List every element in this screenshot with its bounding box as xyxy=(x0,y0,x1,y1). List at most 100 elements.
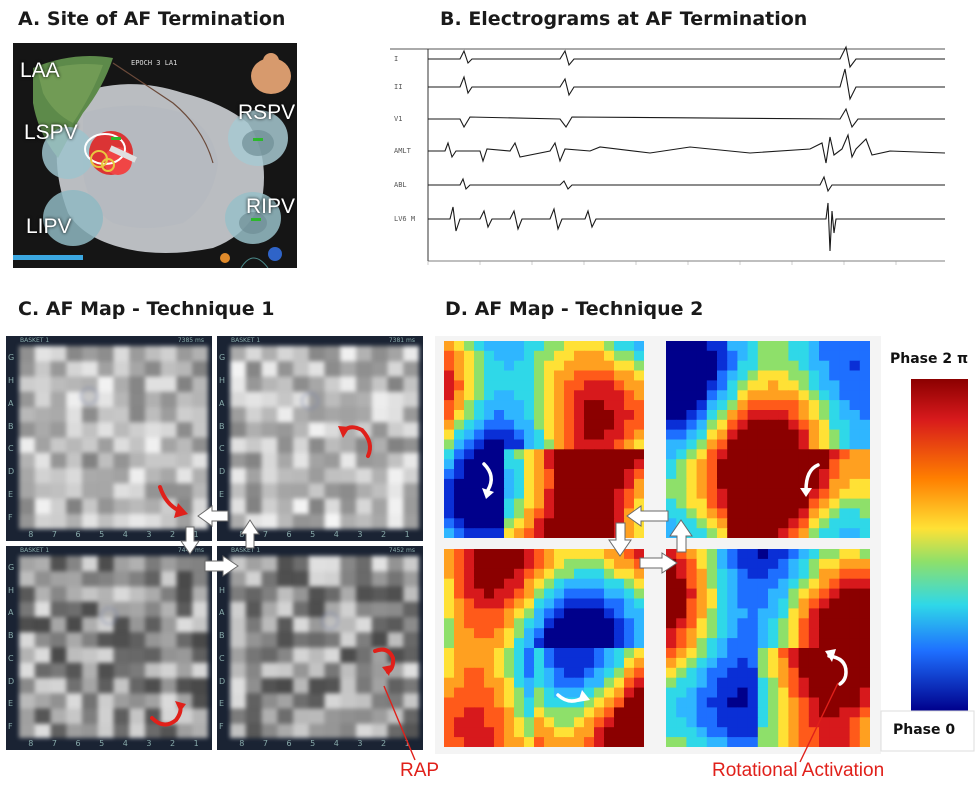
row-label: B xyxy=(219,421,225,431)
phase-map-tile-2 xyxy=(666,341,870,538)
row-label: E xyxy=(219,699,225,709)
tile-col-labels: 8 7 6 5 4 3 2 1 xyxy=(230,739,419,749)
channel-label-5: ABL xyxy=(394,181,407,189)
grayscale-heatmap xyxy=(230,346,419,529)
row-label: A xyxy=(219,608,225,618)
ripv-label: RIPV xyxy=(246,195,296,218)
row-label: A xyxy=(8,608,14,618)
col-label: 1 xyxy=(193,739,199,748)
channel-label-6: LV6 M xyxy=(394,215,416,223)
tile-col-labels: 8 7 6 5 4 3 2 1 xyxy=(19,530,208,540)
col-label: 8 xyxy=(28,530,34,539)
col-label: 5 xyxy=(310,530,316,539)
electrogram-panel: I II V1 AMLT ABL LV6 M xyxy=(390,43,946,268)
col-label: 3 xyxy=(357,530,363,539)
col-label: 4 xyxy=(122,739,128,748)
row-label: H xyxy=(219,375,226,385)
col-label: 2 xyxy=(381,530,387,539)
phase-map-tile-4 xyxy=(666,549,870,747)
col-label: 2 xyxy=(170,530,176,539)
torso-orientation-icon xyxy=(251,53,291,94)
col-label: 3 xyxy=(357,739,363,748)
tile-header: BASKET 1 xyxy=(20,547,50,554)
grayscale-heatmap xyxy=(230,556,419,738)
rotation-arrow-1 xyxy=(482,462,493,492)
rotational-activation-label: Rotational Activation xyxy=(712,760,885,781)
channel-label-3: V1 xyxy=(394,115,403,123)
anatomical-map: EPOCH 3 LA1 LAA LSPV LIPV RSPV RIPV xyxy=(13,43,297,268)
col-label: 6 xyxy=(75,530,81,539)
flow-arrow-down xyxy=(180,526,200,555)
phase-heatmap xyxy=(444,341,644,538)
tile-header: BASKET 1 xyxy=(231,547,261,554)
col-label: 4 xyxy=(122,530,128,539)
colorbar-top-label: Phase 2 π xyxy=(890,351,969,367)
electrogram-traces xyxy=(390,45,946,265)
col-label: 7 xyxy=(262,739,268,748)
panel-c-title: C. AF Map - Technique 1 xyxy=(18,298,275,320)
grayscale-map-tile-1: BASKET 1 7385 ms G H A B C D E F 8 7 6 5 4 3 2 1 xyxy=(6,336,212,541)
tile-timestamp: 7381 ms xyxy=(388,337,415,344)
lipv-label: LIPV xyxy=(26,215,72,238)
col-label: 8 xyxy=(28,739,34,748)
panel-b-title: B. Electrograms at AF Termination xyxy=(440,8,808,30)
phase-heatmap xyxy=(444,549,644,747)
col-label: 1 xyxy=(404,530,410,539)
colorbar-bottom-label: Phase 0 xyxy=(893,722,956,738)
flow-arrow-left-d xyxy=(626,505,669,527)
row-label: B xyxy=(219,631,225,641)
tile-row-labels: G H A B C D E F xyxy=(8,346,18,529)
col-label: 4 xyxy=(333,739,339,748)
col-label: 5 xyxy=(99,739,105,748)
tile-col-labels: 8 7 6 5 4 3 2 1 xyxy=(19,739,208,749)
row-label: B xyxy=(8,631,14,641)
col-label: 6 xyxy=(75,739,81,748)
phase-heatmap xyxy=(666,549,870,747)
row-label: G xyxy=(8,562,15,572)
row-label: D xyxy=(8,467,15,477)
row-label: C xyxy=(8,653,14,663)
row-label: F xyxy=(8,722,13,732)
row-label: E xyxy=(8,490,14,500)
channel-label-2: II xyxy=(394,83,403,91)
rotation-arrow-4 xyxy=(827,654,848,686)
flow-arrow-up xyxy=(240,519,260,549)
rspv-label: RSPV xyxy=(238,101,296,124)
col-label: 4 xyxy=(333,530,339,539)
phase-map-tile-3 xyxy=(444,549,644,747)
laa-label: LAA xyxy=(20,59,60,82)
col-label: 8 xyxy=(239,739,245,748)
row-label: G xyxy=(219,352,226,362)
row-label: C xyxy=(219,653,225,663)
col-label: 1 xyxy=(404,739,410,748)
col-label: 7 xyxy=(262,530,268,539)
panel-d-title: D. AF Map - Technique 2 xyxy=(445,298,704,320)
col-label: 5 xyxy=(310,739,316,748)
col-label: 2 xyxy=(170,739,176,748)
col-label: 7 xyxy=(51,739,57,748)
panel-a-title: A. Site of AF Termination xyxy=(18,8,286,30)
row-label: D xyxy=(219,467,226,477)
col-label: 2 xyxy=(381,739,387,748)
map-epoch-text: EPOCH 3 LA1 xyxy=(131,59,178,67)
channel-label-4: AMLT xyxy=(394,147,411,155)
row-label: D xyxy=(8,676,15,686)
col-label: 6 xyxy=(286,530,292,539)
col-label: 3 xyxy=(146,739,152,748)
rotation-arrow-2 xyxy=(804,463,820,492)
row-label: D xyxy=(219,676,226,686)
flow-arrow-up-d xyxy=(669,519,693,553)
row-label: A xyxy=(8,398,14,408)
flow-arrow-right xyxy=(204,555,239,577)
phase-map-tile-1 xyxy=(444,341,644,538)
row-label: H xyxy=(8,585,15,595)
tile-row-labels: G H A B C D E F xyxy=(8,556,18,738)
row-label: C xyxy=(219,444,225,454)
col-label: 1 xyxy=(193,530,199,539)
flow-arrow-down-d xyxy=(608,522,632,557)
row-label: H xyxy=(8,375,15,385)
row-label: H xyxy=(219,585,226,595)
